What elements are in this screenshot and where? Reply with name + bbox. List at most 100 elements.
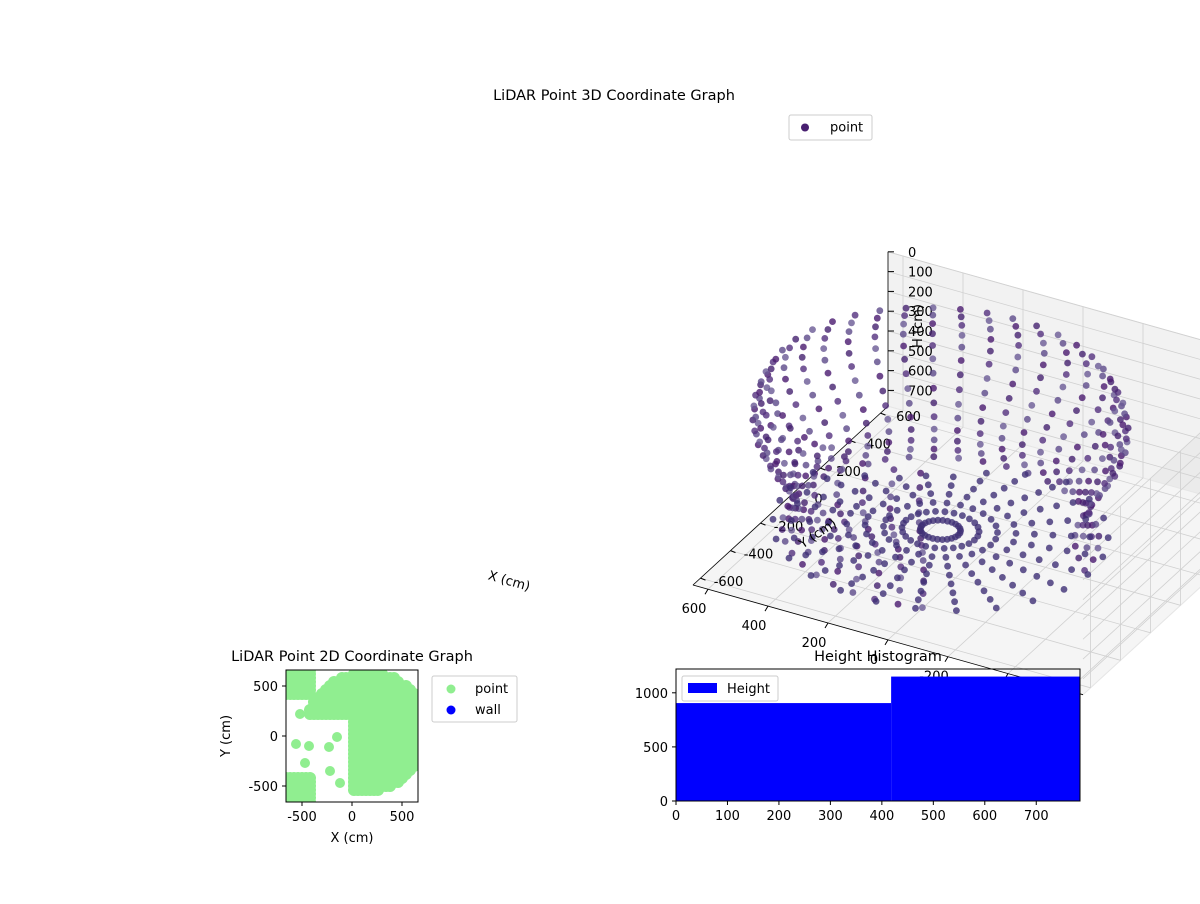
point-3d — [951, 510, 958, 517]
point-3d — [930, 499, 937, 506]
point-3d — [908, 513, 915, 520]
point-3d — [1107, 444, 1114, 451]
point-3d — [821, 335, 828, 342]
point-3d — [880, 501, 887, 508]
point-3d — [820, 510, 827, 517]
point-3d — [1021, 429, 1028, 436]
point-3d — [752, 414, 759, 421]
point-3d — [765, 437, 772, 444]
tick-label-z: 600 — [908, 365, 933, 380]
point-3d — [843, 458, 850, 465]
point-3d — [1095, 533, 1102, 540]
point-3d — [979, 547, 986, 554]
point-3d — [950, 589, 957, 596]
tick-label-y: -600 — [714, 575, 744, 590]
point-3d — [993, 553, 1000, 560]
point-3d — [981, 390, 988, 397]
chart-histogram-title: Height Histogram — [814, 649, 942, 665]
point-3d — [839, 466, 846, 473]
point-3d — [893, 542, 900, 549]
point-3d — [1064, 360, 1071, 367]
point-3d — [1100, 431, 1107, 438]
chart-histogram-legend-label: Height — [727, 682, 770, 697]
point-3d — [1020, 566, 1027, 573]
point-3d — [819, 549, 826, 556]
tick-label-2d-x: 0 — [348, 810, 356, 825]
point-3d — [852, 312, 859, 319]
point-3d — [984, 310, 991, 317]
point-3d — [889, 524, 896, 531]
point-3d — [860, 406, 867, 413]
point-3d — [1095, 545, 1102, 552]
point-3d — [1079, 467, 1086, 474]
point-3d — [788, 527, 795, 534]
point-3d — [906, 400, 913, 407]
point-3d — [906, 454, 913, 461]
point-3d — [1055, 397, 1062, 404]
point-3d — [1069, 488, 1076, 495]
point-3d — [943, 554, 950, 561]
point-3d — [1083, 382, 1090, 389]
tick-label-hist-x: 500 — [921, 809, 946, 824]
point-3d — [1082, 551, 1089, 558]
point-3d — [864, 443, 871, 450]
point-3d — [1107, 419, 1114, 426]
point-3d — [1011, 521, 1018, 528]
point-3d — [986, 361, 993, 368]
point-3d — [1022, 471, 1029, 478]
point-3d — [1119, 421, 1126, 428]
point-3d — [950, 474, 957, 481]
point-3d — [907, 446, 914, 453]
point-3d — [799, 354, 806, 361]
point-3d — [847, 510, 854, 517]
point-3d — [910, 492, 917, 499]
point-3d — [975, 579, 982, 586]
point-3d — [957, 371, 964, 378]
point-3d — [763, 412, 770, 419]
point-3d — [805, 482, 812, 489]
tick-label-hist-x: 600 — [972, 809, 997, 824]
point-3d — [1088, 489, 1095, 496]
point-3d — [987, 596, 994, 603]
point-3d — [895, 601, 902, 608]
point-3d — [779, 526, 786, 533]
point-3d — [751, 403, 758, 410]
tick-label-2d-x: 500 — [390, 810, 415, 825]
point-3d — [981, 587, 988, 594]
chart-2d-points — [280, 664, 424, 808]
point-3d — [1021, 509, 1028, 516]
point-3d — [874, 315, 881, 322]
point-3d — [884, 416, 891, 423]
point-3d — [1037, 449, 1044, 456]
point-3d — [942, 508, 949, 515]
point-3d — [773, 399, 780, 406]
point-3d — [1074, 444, 1081, 451]
point-3d — [884, 448, 891, 455]
point-3d — [787, 471, 794, 478]
point-3d — [1019, 590, 1026, 597]
point-3d — [903, 547, 910, 554]
point-3d — [833, 491, 840, 498]
point-3d — [886, 428, 893, 435]
point-3d — [977, 441, 984, 448]
point-3d — [845, 338, 852, 345]
point-3d — [983, 470, 990, 477]
point-3d — [889, 480, 896, 487]
point-3d — [954, 438, 961, 445]
point-3d — [948, 482, 955, 489]
point-3d — [751, 428, 758, 435]
point-3d — [781, 364, 788, 371]
point-3d — [956, 553, 963, 560]
point-3d — [865, 513, 872, 520]
chart-3d-xlabel: X (cm) — [486, 568, 531, 594]
point-3d — [1037, 506, 1044, 513]
point-3d — [1006, 560, 1013, 567]
chart-3d-legend: point — [789, 115, 872, 140]
point-3d — [1118, 446, 1125, 453]
point-3d — [1050, 532, 1057, 539]
point-3d — [1040, 469, 1047, 476]
point-3d — [999, 574, 1006, 581]
point-3d — [958, 344, 965, 351]
point-3d — [1113, 397, 1120, 404]
point-3d — [758, 378, 765, 385]
